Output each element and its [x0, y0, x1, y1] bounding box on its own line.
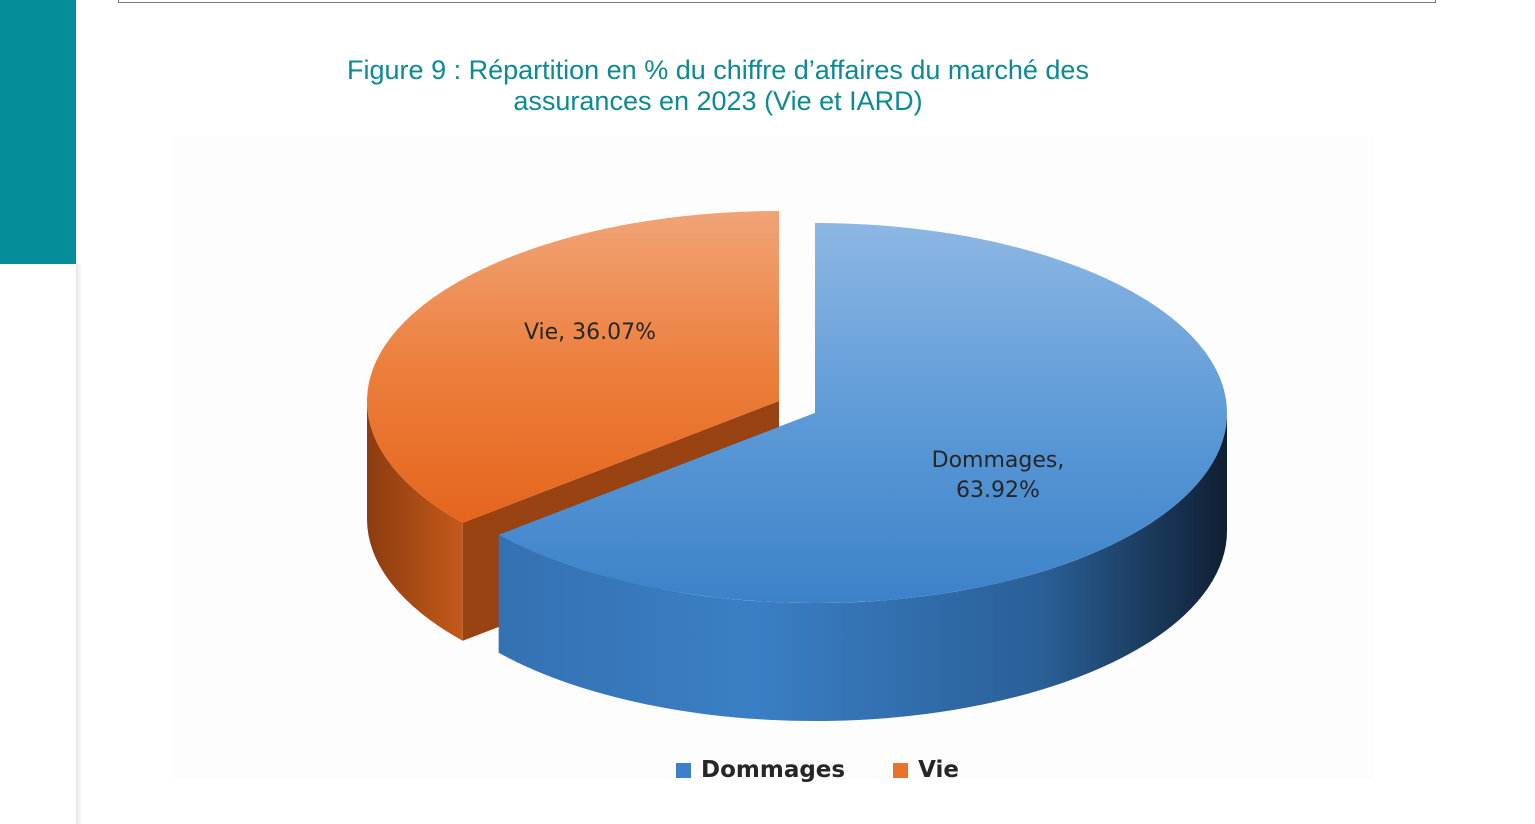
legend-item-dommages: Dommages — [676, 757, 845, 783]
figure-title-line1: Figure 9 : Répartition en % du chiffre d… — [347, 55, 1089, 85]
figure-title: Figure 9 : Répartition en % du chiffre d… — [268, 55, 1168, 117]
side-accent-band — [0, 0, 76, 264]
data-label-dommages-line2: 63.92% — [956, 478, 1040, 503]
legend-label-dommages: Dommages — [701, 757, 846, 783]
chart-legend: Dommages Vie — [676, 756, 1007, 784]
legend-swatch-vie — [893, 762, 909, 778]
side-shadow-rule — [76, 264, 82, 824]
top-frame-border — [118, 0, 1436, 3]
data-label-vie-line1: Vie, 36.07% — [523, 320, 657, 345]
data-label-dommages-line1: Dommages, — [931, 448, 1065, 473]
pie-slice-dommages-side — [498, 413, 1228, 722]
legend-label-vie: Vie — [918, 757, 959, 783]
data-label-vie: Vie, 36.07% — [480, 318, 700, 348]
legend-item-vie: Vie — [893, 757, 959, 783]
figure-title-line2: assurances en 2023 (Vie et IARD) — [513, 86, 923, 116]
pie-slice-vie — [367, 211, 779, 523]
pie-slice-vie-side — [367, 401, 463, 641]
legend-swatch-dommages — [676, 762, 691, 778]
data-label-dommages: Dommages, 63.92% — [888, 446, 1108, 506]
pie-slices — [367, 211, 1228, 722]
pie-slice-dommages — [498, 223, 1227, 604]
